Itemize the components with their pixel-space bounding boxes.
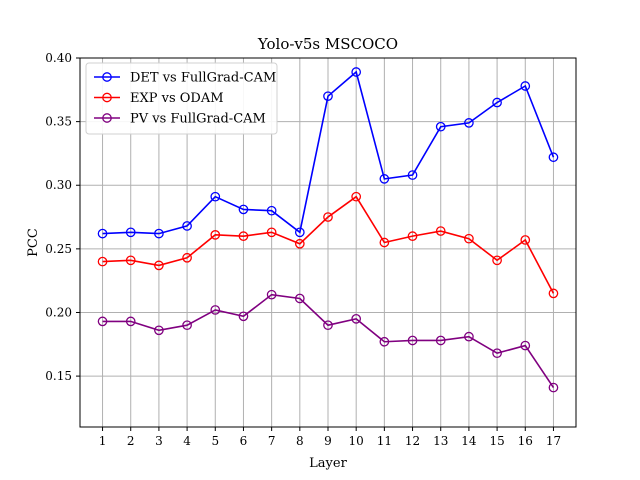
x-tick-label: 10 [349,434,364,448]
series-1 [97,67,559,239]
data-point [351,313,362,324]
legend-marker [102,113,112,123]
x-tick-label: 6 [240,434,248,448]
legend-marker [102,72,112,82]
x-tick-label: 12 [405,434,420,448]
data-point [154,228,164,239]
data-point [294,238,305,249]
legend-label: PV vs FullGrad-CAM [130,112,266,127]
data-point [238,204,249,215]
x-axis-label: Layer [309,456,347,471]
y-tick-label: 0.15 [45,369,72,383]
data-point [351,191,362,202]
data-point [210,230,221,240]
data-point [294,293,305,304]
axes: 1 2 3 4 5 6 7 8 9 10 11 12 13 14 15 16 170.150.200.250.3… [45,51,561,448]
y-axis-label: PCC [26,228,41,257]
series-3 [97,289,559,393]
data-point [323,320,333,331]
data-point [210,191,221,202]
data-point [323,212,333,222]
x-tick-label: 9 [324,434,332,448]
y-tick-label: 0.40 [45,51,72,65]
data-point [379,174,390,184]
data-point [266,227,277,238]
data-point [520,340,531,351]
series-line [102,195,555,294]
legend-item: EXP vs ODAM [94,91,224,106]
x-tick-label: 17 [546,434,561,448]
series-line [102,70,555,235]
data-point [125,227,136,238]
x-tick-label: 11 [377,434,392,448]
legend-label: EXP vs ODAM [130,91,224,106]
data-point [548,382,559,393]
data-point [435,226,446,236]
data-point [210,305,221,315]
x-tick-label: 15 [489,434,504,448]
data-point [125,316,136,327]
data-point [435,121,446,132]
x-tick-label: 4 [183,434,191,448]
data-point [407,231,418,241]
data-point [464,118,474,128]
chart-title: Yolo-v5s MSCOCO [257,35,398,53]
data-point [154,325,164,336]
y-tick-label: 0.30 [45,178,72,192]
legend-item: DET vs FullGrad-CAM [94,71,276,86]
data-point [351,67,362,77]
series-2 [97,191,559,299]
data-point [548,152,559,163]
series-group [97,67,559,393]
data-point [435,335,446,346]
data-point [182,252,192,263]
legend-label: DET vs FullGrad-CAM [130,71,276,86]
legend-marker [102,92,112,103]
data-point [379,336,390,347]
y-tick-label: 0.20 [45,305,72,319]
x-tick-label: 1 [99,434,107,448]
data-point [492,97,502,108]
data-point [238,231,249,241]
data-point [407,335,418,346]
y-tick-label: 0.25 [45,242,72,256]
x-tick-label: 14 [461,434,477,448]
data-point [520,235,531,245]
data-point [182,221,192,231]
legend-box [85,62,278,135]
data-point [492,348,502,359]
x-tick-label: 5 [211,434,219,448]
data-point [464,233,474,244]
data-point [182,320,192,331]
data-point [379,237,390,248]
data-point [492,255,502,266]
data-point [125,255,136,266]
data-point [154,260,164,271]
data-point [266,205,277,216]
x-tick-label: 2 [127,434,135,448]
data-point [238,311,249,322]
data-point [97,256,108,267]
series-line [102,293,555,389]
data-point [266,289,277,300]
data-point [97,316,108,327]
data-point [548,288,559,299]
legend-item: PV vs FullGrad-CAM [94,112,266,127]
data-point [464,331,474,342]
x-tick-label: 3 [155,434,163,448]
data-point [323,91,333,102]
data-point [407,170,418,180]
data-point [97,228,108,239]
x-tick-label: 8 [296,434,304,448]
legend: DET vs FullGrad-CAM EXP vs ODAM PV vs Full… [85,62,278,135]
x-tick-label: 7 [268,434,276,448]
data-point [520,81,531,91]
plot-frame [79,57,577,428]
x-tick-label: 16 [518,434,533,448]
x-tick-label: 13 [433,434,448,448]
y-tick-label: 0.35 [45,115,72,129]
data-point [294,227,305,238]
